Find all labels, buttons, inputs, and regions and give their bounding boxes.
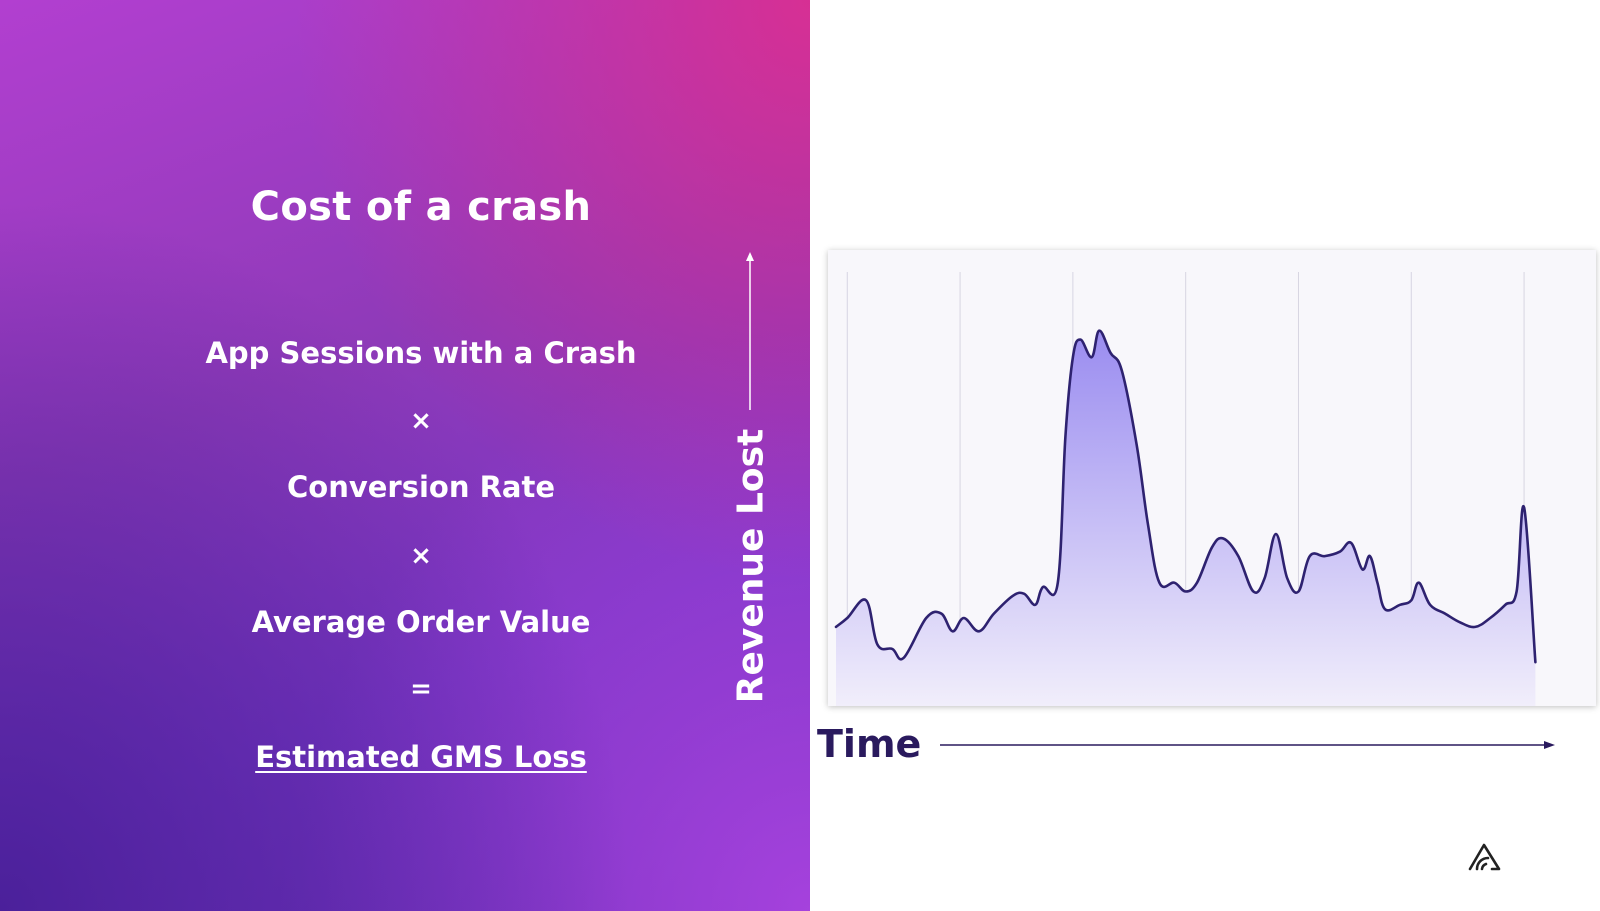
formula-operator-times-2: × xyxy=(410,541,432,571)
formula-result: Estimated GMS Loss xyxy=(255,740,587,774)
series-area xyxy=(836,330,1536,706)
series-line xyxy=(834,329,1537,664)
formula-term-aov: Average Order Value xyxy=(251,605,591,639)
formula-operator-times-1: × xyxy=(410,406,432,436)
y-axis-label: Revenue Lost xyxy=(730,428,772,704)
formula-term-sessions: App Sessions with a Crash xyxy=(205,336,637,370)
formula-term-conversion: Conversion Rate xyxy=(286,470,556,504)
x-axis-arrow xyxy=(940,741,1555,749)
y-axis-arrow xyxy=(746,252,754,410)
formula-panel: Cost of a crash App Sessions with a Cras… xyxy=(0,0,810,911)
x-axis-label: Time xyxy=(817,722,922,766)
area-chart xyxy=(834,272,1537,706)
chart-area xyxy=(828,250,1596,706)
formula-operator-equals: = xyxy=(410,674,432,704)
brand-logo-icon xyxy=(1468,843,1501,871)
slide-title: Cost of a crash xyxy=(250,184,592,230)
